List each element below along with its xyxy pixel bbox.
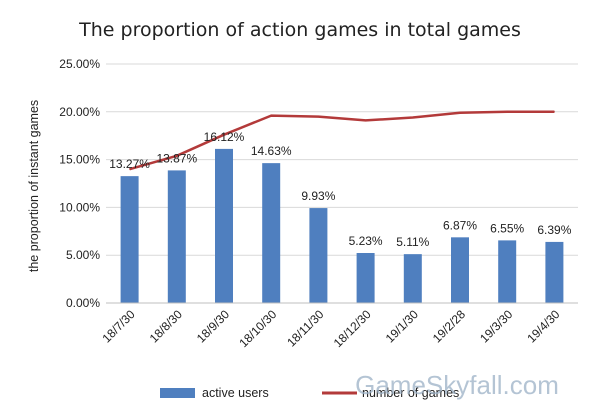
y-tick-label: 5.00% bbox=[66, 248, 100, 262]
x-tick-label: 18/7/30 bbox=[100, 307, 138, 345]
bar bbox=[167, 170, 186, 303]
plot-area: 0.00% 5.00% 10.00% 15.00% 20.00% 25.00% 13.27%… bbox=[59, 57, 578, 350]
line-point bbox=[412, 117, 414, 119]
chart-title: The proportion of action games in total … bbox=[78, 19, 521, 41]
watermark: GameSkyfall.com bbox=[355, 370, 559, 400]
bar bbox=[262, 163, 281, 303]
bar-data-label: 13.87% bbox=[156, 151, 197, 165]
legend-swatch-bar bbox=[160, 388, 195, 398]
y-tick-label: 10.00% bbox=[59, 200, 100, 214]
legend: active users number of games bbox=[160, 386, 459, 400]
x-tick-label: 19/3/30 bbox=[477, 307, 515, 345]
x-tick-label: 18/10/30 bbox=[236, 307, 279, 350]
x-tick-label: 18/9/30 bbox=[194, 307, 232, 345]
legend-label-bar: active users bbox=[202, 386, 269, 400]
line-point bbox=[459, 112, 461, 114]
bar bbox=[451, 237, 469, 303]
x-tick-label: 18/12/30 bbox=[331, 307, 374, 350]
bar-data-label: 16.12% bbox=[204, 130, 245, 144]
bar-data-label: 6.55% bbox=[490, 221, 524, 235]
bar-data-label: 6.87% bbox=[443, 218, 477, 232]
bar bbox=[120, 176, 139, 303]
line-point bbox=[553, 111, 555, 113]
line-point bbox=[365, 119, 367, 121]
x-tick-label: 19/1/30 bbox=[383, 307, 421, 345]
bar bbox=[498, 240, 517, 303]
x-tick-label: 18/11/30 bbox=[284, 307, 327, 350]
y-tick-label: 20.00% bbox=[59, 105, 100, 119]
x-tick-label: 19/4/30 bbox=[524, 307, 562, 345]
line-point bbox=[176, 155, 178, 157]
bar bbox=[215, 148, 233, 303]
line-point bbox=[506, 111, 508, 113]
line-point bbox=[270, 115, 272, 117]
y-tick-label: 25.00% bbox=[59, 57, 100, 71]
x-tick-label: 19/2/28 bbox=[430, 307, 468, 345]
line-point bbox=[317, 116, 319, 118]
line-series-number-of-games bbox=[129, 110, 555, 171]
bar-data-label: 5.23% bbox=[349, 234, 383, 248]
line-point bbox=[129, 168, 131, 170]
bar-data-label: 13.27% bbox=[109, 157, 150, 171]
y-tick-label: 0.00% bbox=[66, 296, 100, 310]
bar-data-label: 14.63% bbox=[251, 144, 292, 158]
bar-data-label: 5.11% bbox=[396, 235, 429, 249]
bar bbox=[356, 253, 375, 303]
bar bbox=[309, 208, 328, 303]
bar-data-label: 9.93% bbox=[301, 189, 335, 203]
bar-data-label: 6.39% bbox=[537, 223, 571, 237]
line-point bbox=[223, 134, 225, 136]
y-tick-label: 15.00% bbox=[59, 153, 100, 167]
y-axis-label: the proportion of instant games bbox=[27, 100, 41, 272]
legend-label-line: number of games bbox=[362, 386, 459, 400]
x-tick-label: 18/8/30 bbox=[147, 307, 185, 345]
bar bbox=[403, 254, 422, 303]
bar bbox=[545, 241, 564, 303]
